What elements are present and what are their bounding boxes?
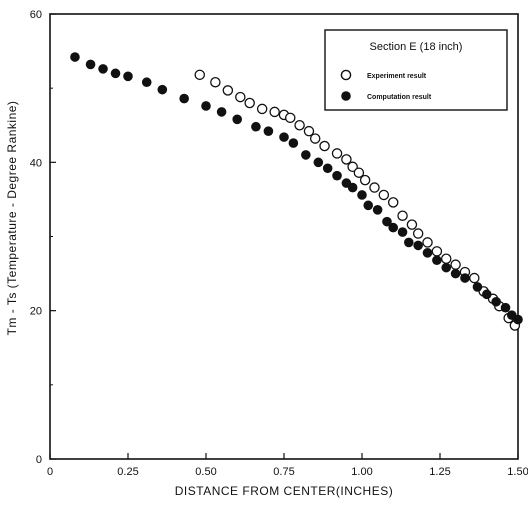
computation-point xyxy=(357,190,367,200)
computation-point xyxy=(382,216,392,227)
legend-box xyxy=(324,29,508,111)
computation-point xyxy=(85,59,96,70)
computation-point xyxy=(98,64,108,74)
experiment-point xyxy=(244,97,255,109)
computation-point xyxy=(301,150,311,160)
y-axis-ticks: 0 20 40 60 xyxy=(30,9,56,466)
x-tick-label: 1.00 xyxy=(351,466,372,478)
experiment-point xyxy=(450,259,461,270)
computation-point xyxy=(450,268,461,279)
computation-point xyxy=(216,107,227,117)
legend-computation-label: Computation result xyxy=(367,94,432,101)
computation-point xyxy=(288,138,299,148)
computation-point xyxy=(482,289,492,300)
computation-point xyxy=(322,163,333,174)
series-computation xyxy=(70,52,523,325)
y-tick-label: 40 xyxy=(30,157,42,169)
experiment-point xyxy=(469,272,480,284)
computation-point xyxy=(363,200,374,211)
legend: Section E (18 inch) Experiment result Co… xyxy=(324,29,508,111)
x-tick-label: 0 xyxy=(47,466,53,478)
experiment-point xyxy=(294,120,305,131)
experiment-point xyxy=(412,228,424,239)
y-tick-label: 60 xyxy=(30,9,42,21)
experiment-point xyxy=(222,85,234,96)
computation-point xyxy=(491,296,501,307)
experiment-point xyxy=(440,253,452,264)
experiment-point xyxy=(235,91,246,103)
computation-point xyxy=(513,314,523,325)
experiment-point xyxy=(319,140,330,152)
computation-point xyxy=(397,227,408,237)
experiment-point xyxy=(269,106,280,118)
experiment-point xyxy=(378,189,390,201)
computation-point xyxy=(201,101,211,111)
computation-point xyxy=(388,222,399,233)
computation-point xyxy=(70,52,80,62)
computation-point xyxy=(232,114,242,125)
computation-point xyxy=(332,170,342,181)
experiment-point xyxy=(359,174,371,186)
experiment-point xyxy=(331,148,343,159)
x-tick-label: 0.25 xyxy=(117,466,138,478)
experiment-point xyxy=(353,167,365,178)
experiment-point xyxy=(397,210,408,221)
experiment-point xyxy=(303,125,315,137)
legend-experiment-marker xyxy=(340,69,352,81)
computation-point xyxy=(432,255,442,266)
experiment-point xyxy=(256,103,268,115)
experiment-point xyxy=(422,237,433,248)
computation-point xyxy=(413,240,423,251)
experiment-point xyxy=(341,154,352,165)
computation-point xyxy=(460,273,470,283)
computation-point xyxy=(404,237,414,248)
legend-computation-marker xyxy=(341,91,351,101)
computation-point xyxy=(500,302,511,313)
computation-point xyxy=(372,205,383,215)
legend-experiment-label: Experiment result xyxy=(367,73,427,80)
computation-point xyxy=(179,93,189,104)
computation-point xyxy=(141,77,152,88)
experiment-point xyxy=(284,112,296,124)
experiment-point xyxy=(194,69,206,81)
experiment-point xyxy=(431,246,443,257)
x-axis-ticks: 0 0.25 0.50 0.75 1.00 1.25 1.50 xyxy=(47,453,528,478)
computation-point xyxy=(157,84,168,95)
x-tick-label: 0.50 xyxy=(195,466,216,478)
x-tick-label: 1.25 xyxy=(429,466,450,478)
y-axis-label: Tm - Ts (Temperature - Degree Rankine) xyxy=(5,101,19,336)
x-axis-label: DISTANCE FROM CENTER(INCHES) xyxy=(175,484,393,498)
experiment-point xyxy=(387,197,399,208)
experiment-point xyxy=(347,161,358,173)
experiment-point xyxy=(369,182,380,193)
experiment-point xyxy=(210,76,221,88)
computation-point xyxy=(313,157,324,168)
computation-point xyxy=(123,71,133,82)
experiment-point xyxy=(309,133,321,144)
computation-point xyxy=(441,262,452,273)
computation-point xyxy=(110,68,121,79)
x-tick-label: 1.50 xyxy=(507,466,528,478)
computation-point xyxy=(472,282,483,292)
series-experiment xyxy=(194,69,521,331)
legend-title: Section E (18 inch) xyxy=(370,41,463,53)
computation-point xyxy=(263,126,274,136)
computation-point xyxy=(279,132,289,142)
y-tick-label: 20 xyxy=(30,306,42,318)
computation-point xyxy=(347,182,358,193)
y-tick-label: 0 xyxy=(36,454,42,466)
experiment-point xyxy=(406,219,418,230)
x-tick-label: 0.75 xyxy=(273,466,294,478)
computation-point xyxy=(251,121,261,132)
computation-point xyxy=(422,248,433,258)
